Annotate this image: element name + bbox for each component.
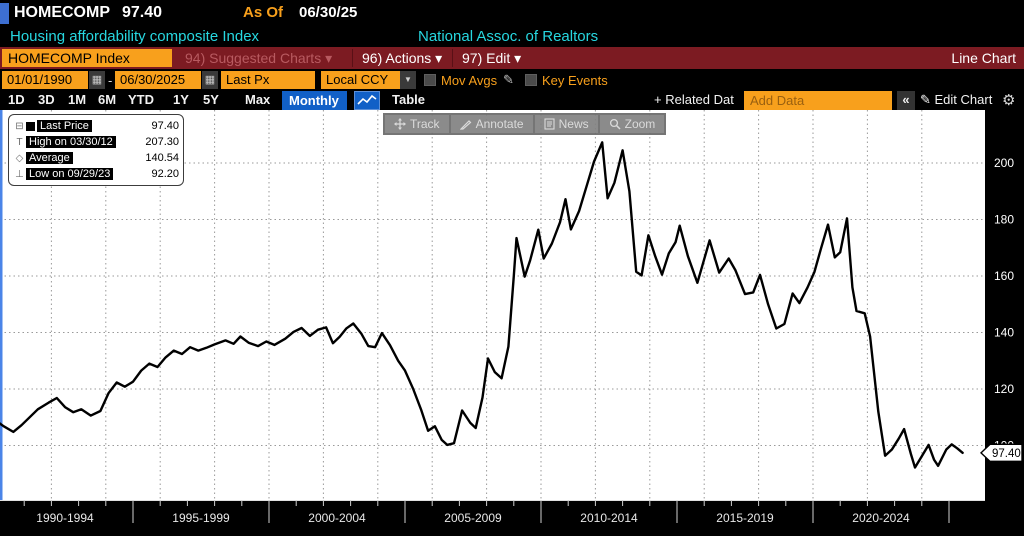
menu-bar: HOMECOMP Index 94) Suggested Charts ▾ 96… [0,47,1024,69]
range-tab-bar: 1D 3D 1M 6M YTD 1Y 5Y Max Monthly ▼ Table + Rel… [0,91,1024,127]
date-range-separator: - [108,73,113,88]
zoom-tool-button[interactable]: Zoom [599,115,665,133]
chart-legend[interactable]: ⊟ Last Price 97.40 T High on 03/30/12 207.30 ◇… [8,114,184,186]
low-marker-icon: ⊥ [15,168,24,180]
line-chart-icon[interactable] [354,91,380,110]
track-tool-button[interactable]: Track [385,115,449,133]
table-tab[interactable]: Table [392,92,425,107]
related-data-button[interactable]: + Related Dat [654,92,734,107]
series-color-swatch [26,121,35,131]
track-icon [394,118,406,130]
pencil-icon[interactable]: ✎ [503,72,514,87]
news-icon [544,118,555,130]
end-date-input[interactable]: 06/30/2025 [115,71,201,89]
last-price-value: 97.40 [122,4,163,21]
legend-value: 97.40 [151,120,179,132]
range-tab-5y[interactable]: 5Y [203,92,219,107]
annotate-icon [459,118,472,130]
svg-text:2005-2009: 2005-2009 [444,511,502,525]
svg-text:2000-2004: 2000-2004 [308,511,366,525]
edit-chart-button[interactable]: ✎ Edit Chart [920,92,993,107]
suggested-charts-menu[interactable]: 94) Suggested Charts ▾ [185,50,333,66]
add-data-input[interactable]: Add Data [744,91,892,110]
svg-text:1990-1994: 1990-1994 [36,511,94,525]
legend-row: ⊟ Last Price 97.40 [13,118,179,134]
expander-icon[interactable]: ⊟ [15,120,24,132]
mov-avgs-label: Mov Avgs [441,73,498,88]
legend-row: ⊥ Low on 09/29/23 92.20 [13,166,179,182]
collapse-button[interactable]: « [897,91,915,110]
svg-text:97.40: 97.40 [992,448,1021,460]
svg-text:200: 200 [994,156,1014,170]
legend-label: Low on 09/29/23 [26,168,114,180]
svg-text:180: 180 [994,213,1014,227]
svg-text:2010-2014: 2010-2014 [580,511,638,525]
zoom-icon [609,118,621,130]
range-tab-1d[interactable]: 1D [8,92,25,107]
range-tab-max[interactable]: Max [245,92,271,107]
last-price-tag: 97.40 [979,443,1023,463]
legend-label: High on 03/30/12 [26,136,116,148]
legend-row: T High on 03/30/12 207.30 [13,134,179,150]
legend-value: 207.30 [145,136,179,148]
svg-text:160: 160 [994,269,1014,283]
svg-text:2020-2024: 2020-2024 [852,511,910,525]
legend-value: 140.54 [145,152,179,164]
range-tab-ytd[interactable]: YTD [128,92,154,107]
ticker-symbol: HOMECOMP [14,4,110,21]
price-line [0,141,964,469]
svg-text:140: 140 [994,326,1014,340]
legend-label: Last Price [37,120,92,132]
menu-separator [352,49,353,67]
legend-row: ◇ Average 140.54 [13,150,179,166]
edit-menu[interactable]: 97) Edit ▾ [462,50,522,66]
data-source: National Assoc. of Realtors [418,28,599,45]
period-selector[interactable]: Monthly ▼ [282,91,347,127]
svg-text:1995-1999: 1995-1999 [172,511,230,525]
legend-label: Average [26,152,73,164]
menu-separator [452,49,453,67]
key-events-checkbox[interactable] [525,74,537,86]
chart-area: 1001201401601802001990-19941995-19992000… [0,110,1024,536]
plot-left-edge [0,110,3,500]
as-of-date: 06/30/25 [299,4,358,21]
gear-icon[interactable]: ⚙ [1002,92,1016,109]
svg-text:2015-2019: 2015-2019 [716,511,774,525]
x-axis-ticks [23,500,950,523]
range-tab-6m[interactable]: 6M [98,92,117,107]
news-tool-button[interactable]: News [534,115,598,133]
chart-floating-toolbar: Track Annotate News Zoom [383,113,667,135]
actions-menu[interactable]: 96) Actions ▾ [362,50,443,66]
security-description: Housing affordability composite Index [10,28,260,45]
start-date-input[interactable]: 01/01/1990 [2,71,88,89]
range-tab-3d[interactable]: 3D [38,92,55,107]
key-events-label: Key Events [542,73,608,88]
security-input[interactable]: HOMECOMP Index [2,49,172,67]
description-bar: Housing affordability composite Index Na… [0,26,1024,47]
legend-value: 92.20 [151,168,179,180]
chart-settings-toolbar: 01/01/1990 ▦ - 06/30/2025 ▦ Last Px Loca… [0,69,1024,91]
calendar-icon[interactable]: ▦ [202,71,218,89]
chevron-down-icon[interactable]: ▼ [400,71,416,89]
price-field-select[interactable]: Last Px [221,71,315,89]
mov-avgs-checkbox[interactable] [424,74,436,86]
annotate-tool-button[interactable]: Annotate [450,115,533,133]
x-axis-group-labels: 1990-1994 1995-1999 2000-2004 2005-2009 2010… [36,511,910,525]
security-marker [0,3,9,24]
avg-marker-icon: ◇ [15,152,24,164]
calendar-icon[interactable]: ▦ [89,71,105,89]
view-mode-label: Line Chart [951,50,1016,66]
svg-text:120: 120 [994,382,1014,396]
gridlines [0,110,985,500]
title-bar: HOMECOMP 97.40 As Of 06/30/25 [0,0,1024,26]
high-marker-icon: T [16,136,23,148]
as-of-label: As Of [243,4,284,21]
range-tab-1m[interactable]: 1M [68,92,87,107]
range-tab-1y[interactable]: 1Y [173,92,189,107]
currency-select[interactable]: Local CCY [321,71,400,89]
